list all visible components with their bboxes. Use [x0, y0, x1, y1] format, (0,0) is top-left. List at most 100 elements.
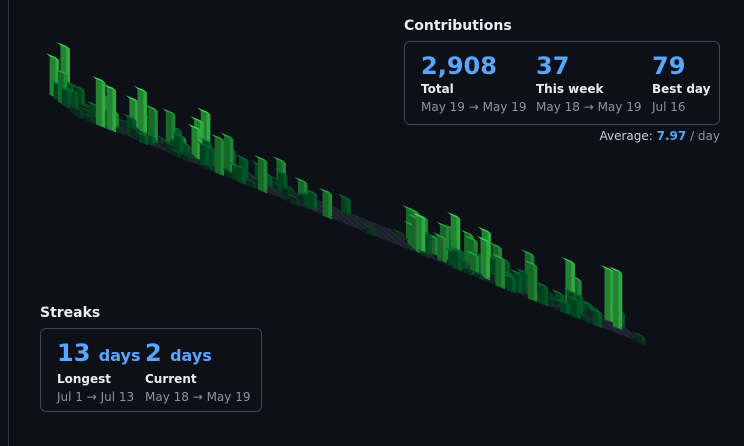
calendar-cell-top: [294, 176, 308, 184]
calendar-cell-top: [332, 213, 346, 220]
calendar-cell-top: [278, 184, 292, 191]
calendar-cell-top: [436, 221, 450, 229]
calendar-cell-top: [359, 216, 373, 224]
calendar-cell-top: [373, 233, 387, 240]
calendar-cell-top: [54, 68, 68, 76]
calendar-cell-top: [384, 228, 399, 236]
calendar-cell-side: [160, 149, 171, 155]
calendar-cell-top: [476, 235, 491, 243]
contributions-card: 2,908 Total May 19 → May 19 37 This week…: [404, 41, 720, 125]
calendar-cell-side: [475, 253, 480, 278]
calendar-cell-top: [466, 250, 480, 258]
calendar-cell-side: [143, 89, 148, 140]
calendar-cell-top: [274, 168, 288, 176]
longest-streak-stat: 13 days Longest Jul 1 → Jul 13: [57, 339, 140, 406]
calendar-cell-top: [412, 212, 426, 220]
calendar-cell-side: [549, 305, 559, 311]
calendar-cell-top: [220, 132, 234, 140]
calendar-cell-side: [149, 144, 160, 151]
total-range: May 19 → May 19: [421, 100, 527, 114]
calendar-cell-side: [428, 233, 432, 257]
calendar-cell-top: [354, 221, 368, 229]
calendar-cell-top: [142, 130, 156, 138]
average-unit: / day: [690, 129, 720, 143]
best-day-range: Jul 16: [652, 100, 686, 114]
calendar-cell-top: [267, 186, 281, 194]
calendar-cell-top: [181, 149, 195, 157]
calendar-cell-top: [265, 189, 279, 197]
calendar-cell-side: [313, 191, 318, 212]
calendar-cell-side: [518, 272, 523, 295]
calendar-cell-top: [200, 161, 214, 169]
total-label: Total: [421, 82, 454, 96]
calendar-cell-top: [437, 259, 451, 266]
calendar-cell-top: [286, 192, 300, 200]
calendar-cell-top: [567, 295, 581, 303]
longest-streak-unit: days: [98, 346, 141, 365]
calendar-cell-top: [103, 83, 117, 91]
calendar-cell-top: [146, 141, 160, 149]
calendar-cell-top: [390, 238, 404, 246]
calendar-cell-top: [81, 112, 95, 120]
best-day-stat: 79 Best day Jul 16: [652, 52, 710, 116]
calendar-cell-top: [92, 75, 106, 83]
calendar-cell-top: [379, 233, 393, 241]
calendar-cell-top: [343, 217, 357, 225]
longest-streak-value: 13: [57, 339, 91, 367]
calendar-cell-top: [397, 239, 411, 247]
calendar-cell-top: [271, 190, 285, 198]
calendar-cell-top: [319, 187, 333, 195]
average-value: 7.97: [656, 129, 687, 143]
calendar-cell-top: [606, 325, 620, 333]
calendar-cell-top: [389, 232, 403, 240]
calendar-cell-top: [395, 233, 409, 241]
calendar-cell-top: [460, 229, 474, 237]
calendar-cell-top: [329, 215, 343, 223]
calendar-cell-top: [308, 206, 322, 214]
calendar-cell-top: [468, 249, 482, 257]
calendar-cell-top: [197, 107, 211, 115]
calendar-cell-side: [144, 134, 149, 146]
calendar-cell-top: [535, 281, 549, 289]
calendar-cell-top: [524, 259, 538, 267]
calendar-cell-side: [328, 191, 333, 220]
calendar-cell-top: [356, 219, 370, 227]
average-label: Average:: [599, 129, 653, 143]
calendar-cell-side: [501, 257, 505, 290]
calendar-cell-top: [243, 177, 257, 185]
this-week-stat: 37 This week May 18 → May 19: [536, 52, 641, 116]
calendar-cell-top: [448, 246, 462, 254]
calendar-cell-side: [311, 209, 322, 216]
calendar-cell-top: [478, 226, 492, 234]
calendar-cell-top: [405, 246, 419, 253]
calendar-cell-top: [380, 225, 394, 233]
calendar-cell-top: [167, 146, 181, 154]
calendar-cell-top: [610, 328, 624, 336]
calendar-cell-side: [188, 154, 192, 164]
longest-streak-label: Longest: [57, 372, 112, 386]
calendar-cell-top: [509, 268, 523, 276]
calendar-cell-top: [345, 214, 359, 222]
calendar-cell-side: [203, 164, 214, 172]
calendar-cell-top: [347, 220, 361, 228]
streaks-card: 13 days Longest Jul 1 → Jul 13 2 days Cu…: [40, 328, 262, 412]
calendar-cell-top: [254, 155, 268, 162]
calendar-cell-top: [551, 288, 565, 296]
calendar-cell-top: [491, 253, 505, 261]
calendar-cell-top: [447, 211, 461, 219]
streaks-title: Streaks: [40, 305, 101, 321]
calendar-cell-top: [349, 218, 364, 226]
total-value: 2,908: [421, 52, 497, 80]
calendar-cell-top: [578, 313, 592, 321]
calendar-cell-side: [112, 87, 117, 133]
calendar-cell-top: [513, 289, 527, 297]
calendar-cell-side: [576, 299, 581, 320]
calendar-cell-top: [163, 141, 177, 148]
calendar-cell-side: [74, 90, 79, 111]
calendar-cell-top: [464, 235, 478, 243]
calendar-cell-top: [221, 168, 235, 175]
calendar-cell-side: [242, 166, 246, 185]
calendar-cell-top: [66, 102, 80, 109]
best-day-value: 79: [652, 52, 686, 80]
calendar-cell-side: [598, 310, 603, 329]
